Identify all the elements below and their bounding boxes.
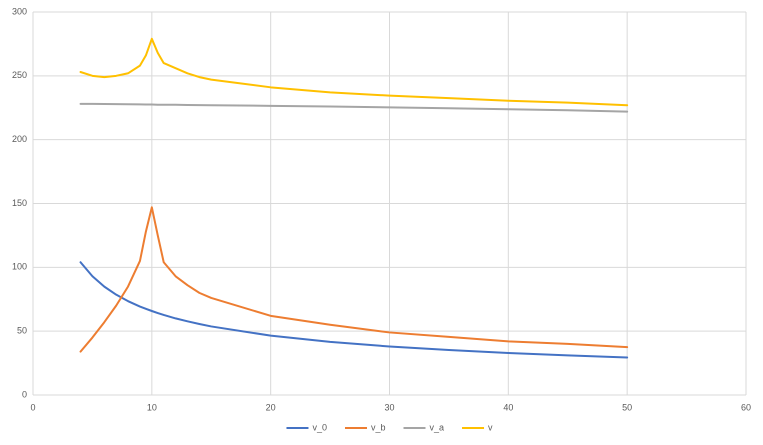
x-tick-label: 10: [147, 402, 157, 412]
series-line: [79, 102, 629, 113]
x-tick-label: 60: [741, 402, 751, 412]
y-tick-label: 100: [12, 262, 27, 272]
y-tick-label: 50: [17, 326, 27, 336]
series-line: [79, 261, 629, 359]
legend-label: v_a: [430, 422, 445, 432]
legend-label: v: [488, 422, 493, 432]
y-tick-label: 300: [12, 6, 27, 16]
x-tick-label: 40: [503, 402, 513, 412]
series-line: [79, 37, 629, 107]
x-tick-label: 20: [266, 402, 276, 412]
legend-label: v_b: [371, 422, 386, 432]
y-tick-label: 0: [22, 389, 27, 399]
y-tick-label: 200: [12, 134, 27, 144]
y-tick-label: 150: [12, 198, 27, 208]
x-tick-label: 50: [622, 402, 632, 412]
x-tick-label: 0: [30, 402, 35, 412]
series-line: [79, 206, 629, 353]
legend-label: v_0: [312, 422, 327, 432]
y-tick-label: 250: [12, 70, 27, 80]
x-tick-label: 30: [384, 402, 394, 412]
